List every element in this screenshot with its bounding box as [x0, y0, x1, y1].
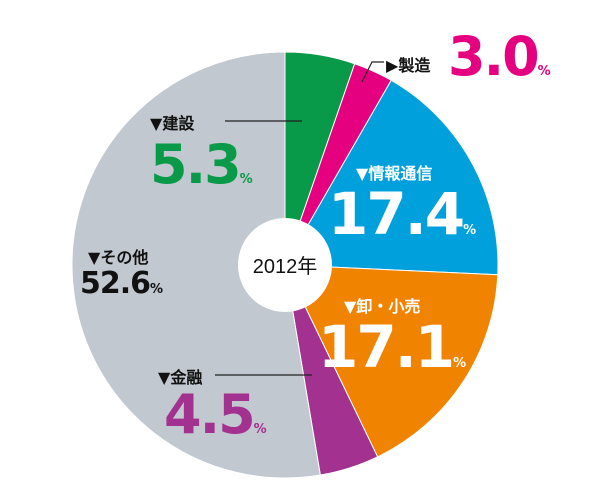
pct-unit: %	[453, 356, 467, 371]
pct-unit: %	[239, 172, 253, 187]
pie-slice-2	[284, 79, 499, 276]
down-triangle-icon: ▼	[158, 368, 171, 387]
slice-label: 建設	[162, 114, 195, 133]
right-triangle-icon: ▶	[386, 56, 399, 75]
pct-unit: %	[150, 282, 164, 297]
label-other: ▼その他	[88, 244, 148, 268]
value-other: 52.6%	[80, 266, 163, 301]
down-triangle-icon: ▼	[150, 114, 163, 133]
slice-label: 金融	[170, 368, 203, 387]
down-triangle-icon: ▼	[356, 164, 369, 183]
data-label: 4.5	[164, 383, 256, 446]
value-manufacturing: 3.0%	[448, 30, 551, 84]
pct-unit: %	[463, 223, 477, 238]
value-construction: 5.3%	[150, 138, 253, 192]
label-manufacturing: ▶製造	[386, 52, 430, 76]
leader-line-manufacturing	[361, 61, 384, 83]
data-label: 52.6	[80, 266, 151, 301]
label-wholesale-retail: ▼卸・小売	[344, 293, 420, 317]
data-label: 5.3	[150, 133, 242, 196]
slice-label: 情報通信	[368, 164, 433, 183]
label-construction: ▼建設	[150, 110, 194, 134]
data-label: 17.4	[328, 180, 465, 248]
value-finance: 4.5%	[164, 388, 267, 442]
label-finance: ▼金融	[158, 364, 202, 388]
pct-unit: %	[253, 422, 267, 437]
slice-label: 製造	[398, 56, 431, 75]
pct-unit: %	[537, 64, 551, 79]
pie-slice-5	[71, 51, 321, 479]
chart-title: 2012年	[253, 255, 318, 278]
label-ict: ▼情報通信	[356, 160, 432, 184]
center-hole	[238, 218, 332, 312]
slice-label: 卸・小売	[356, 297, 421, 316]
slice-label: その他	[100, 248, 149, 267]
down-triangle-icon: ▼	[344, 297, 357, 316]
value-ict: 17.4%	[328, 185, 476, 243]
data-label: 17.1	[318, 313, 455, 381]
data-label: 3.0	[448, 25, 540, 88]
down-triangle-icon: ▼	[88, 248, 101, 267]
value-wholesale-retail: 17.1%	[318, 318, 466, 376]
pie-slice-3	[284, 264, 499, 458]
